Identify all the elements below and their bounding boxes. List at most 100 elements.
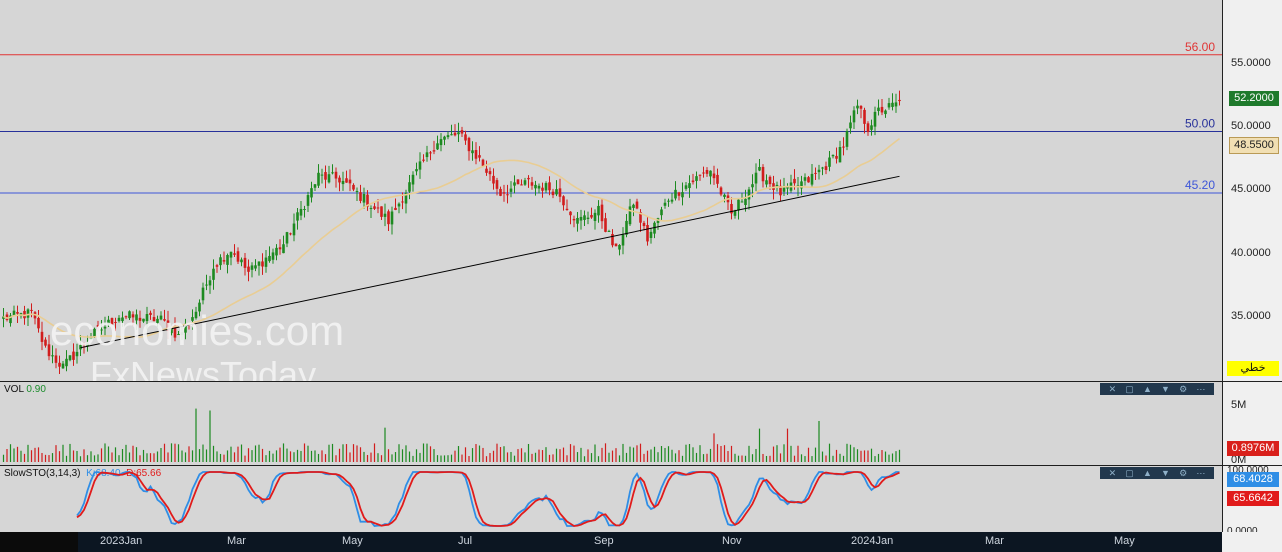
volume-pane[interactable]: VOL 0.90 ✕ ▢ ▲ ▼ ⚙ ⋯ xyxy=(0,381,1222,466)
candle-body xyxy=(289,233,292,235)
volume-bar xyxy=(741,455,743,462)
volume-bar xyxy=(268,450,271,462)
volume-bar xyxy=(769,455,771,462)
candle-body xyxy=(499,188,502,196)
volume-bar xyxy=(2,454,5,462)
volume-bar xyxy=(289,451,292,462)
chart-type-button[interactable]: خطي xyxy=(1227,361,1279,376)
stochastic-pane[interactable]: SlowSTO(3,14,3) K:68.40 D:65.66 ✕ ▢ ▲ ▼ ⚙ ⋯ xyxy=(0,465,1222,533)
price-axis[interactable]: 55.0000 50.0000 45.0000 40.0000 35.0000 … xyxy=(1222,0,1282,552)
candle-body xyxy=(877,107,880,112)
volume-bar xyxy=(191,450,194,462)
volume-bar xyxy=(664,447,666,462)
volume-bar xyxy=(454,450,456,462)
volume-toolbar[interactable]: ✕ ▢ ▲ ▼ ⚙ ⋯ xyxy=(1100,383,1214,395)
candle-body xyxy=(758,166,761,171)
candle-body xyxy=(226,255,229,265)
volume-bar xyxy=(758,428,761,462)
candle-body xyxy=(814,172,817,174)
price-pane[interactable]: 56.00 50.00 45.20 economies.com FxNewsToda… xyxy=(0,0,1222,381)
volume-bar xyxy=(55,445,57,462)
volume-bar xyxy=(783,444,785,462)
close-icon: ✕ xyxy=(1108,384,1117,394)
candle-body xyxy=(471,150,474,154)
volume-bar xyxy=(716,444,719,462)
candle-body xyxy=(684,185,688,189)
volume-bar xyxy=(874,456,876,462)
candle-body xyxy=(285,232,289,244)
candle-body xyxy=(730,203,733,214)
candle-body xyxy=(68,355,72,361)
volume-bar xyxy=(674,453,677,462)
candle-body xyxy=(873,111,877,127)
candle-body xyxy=(107,319,110,325)
volume-bar xyxy=(744,455,747,462)
volume-bar xyxy=(720,445,722,462)
volume-bar xyxy=(261,448,264,462)
volume-bar xyxy=(324,454,327,462)
volume-bar xyxy=(23,453,26,462)
candle-body xyxy=(537,185,541,189)
x-tick: Jul xyxy=(458,535,473,547)
volume-bar xyxy=(811,456,813,462)
more-icon: ⋯ xyxy=(1196,384,1206,394)
volume-bar xyxy=(335,455,337,462)
candle-body xyxy=(516,179,520,185)
volume-bar xyxy=(877,453,880,462)
price-chart[interactable]: 56.00 50.00 45.20 economies.com FxNewsToda… xyxy=(0,0,1222,381)
volume-bar xyxy=(884,451,887,462)
volume-bar xyxy=(223,454,225,462)
candle-body xyxy=(380,206,383,217)
candle-body xyxy=(9,315,12,324)
candle-body xyxy=(625,220,628,235)
candle-body xyxy=(607,230,611,232)
volume-chart xyxy=(2,408,901,462)
stochastic-toolbar[interactable]: ✕ ▢ ▲ ▼ ⚙ ⋯ xyxy=(1100,467,1214,479)
volume-bar xyxy=(762,453,764,462)
candle-body xyxy=(26,309,30,318)
volume-bar xyxy=(713,433,715,462)
volume-bar xyxy=(772,446,775,462)
candle-body xyxy=(30,309,33,311)
volume-bar xyxy=(177,444,180,462)
volume-bar xyxy=(111,452,113,462)
candle-body xyxy=(604,218,607,232)
volume-bar xyxy=(492,450,495,462)
candle-body xyxy=(306,195,310,206)
volume-bar xyxy=(737,455,740,462)
candle-body xyxy=(366,194,369,207)
candle-body xyxy=(506,194,509,196)
candle-body xyxy=(282,244,285,254)
candle-body xyxy=(170,328,173,334)
candle-body xyxy=(492,175,495,184)
candle-body xyxy=(390,211,394,225)
time-axis[interactable]: 2023Jan Mar May Jul Sep Nov 2024Jan Mar … xyxy=(0,532,1282,552)
candle-body xyxy=(429,152,432,154)
candle-body xyxy=(233,253,236,255)
volume-bar xyxy=(16,446,19,462)
candle-body xyxy=(660,209,663,216)
candle-body xyxy=(768,176,772,185)
candle-body xyxy=(856,105,859,109)
candle-body xyxy=(887,103,891,108)
volume-bar xyxy=(611,450,614,462)
candle-body xyxy=(821,167,824,169)
volume-bar xyxy=(132,445,134,462)
volume-bar xyxy=(464,447,467,462)
volume-bar xyxy=(489,453,491,462)
volume-bar xyxy=(839,453,841,462)
volume-bar xyxy=(660,446,663,462)
volume-bar xyxy=(97,454,99,462)
candle-body xyxy=(268,255,271,262)
candle-body xyxy=(432,150,436,152)
volume-bar xyxy=(485,456,488,462)
candle-body xyxy=(236,251,240,262)
volume-bar xyxy=(779,453,782,462)
candle-body xyxy=(583,215,586,220)
volume-bar xyxy=(804,456,806,462)
volume-bar xyxy=(888,454,890,462)
candle-body xyxy=(205,284,208,286)
volume-bar xyxy=(100,448,103,462)
volume-bar xyxy=(219,453,222,462)
trendline xyxy=(80,175,900,349)
